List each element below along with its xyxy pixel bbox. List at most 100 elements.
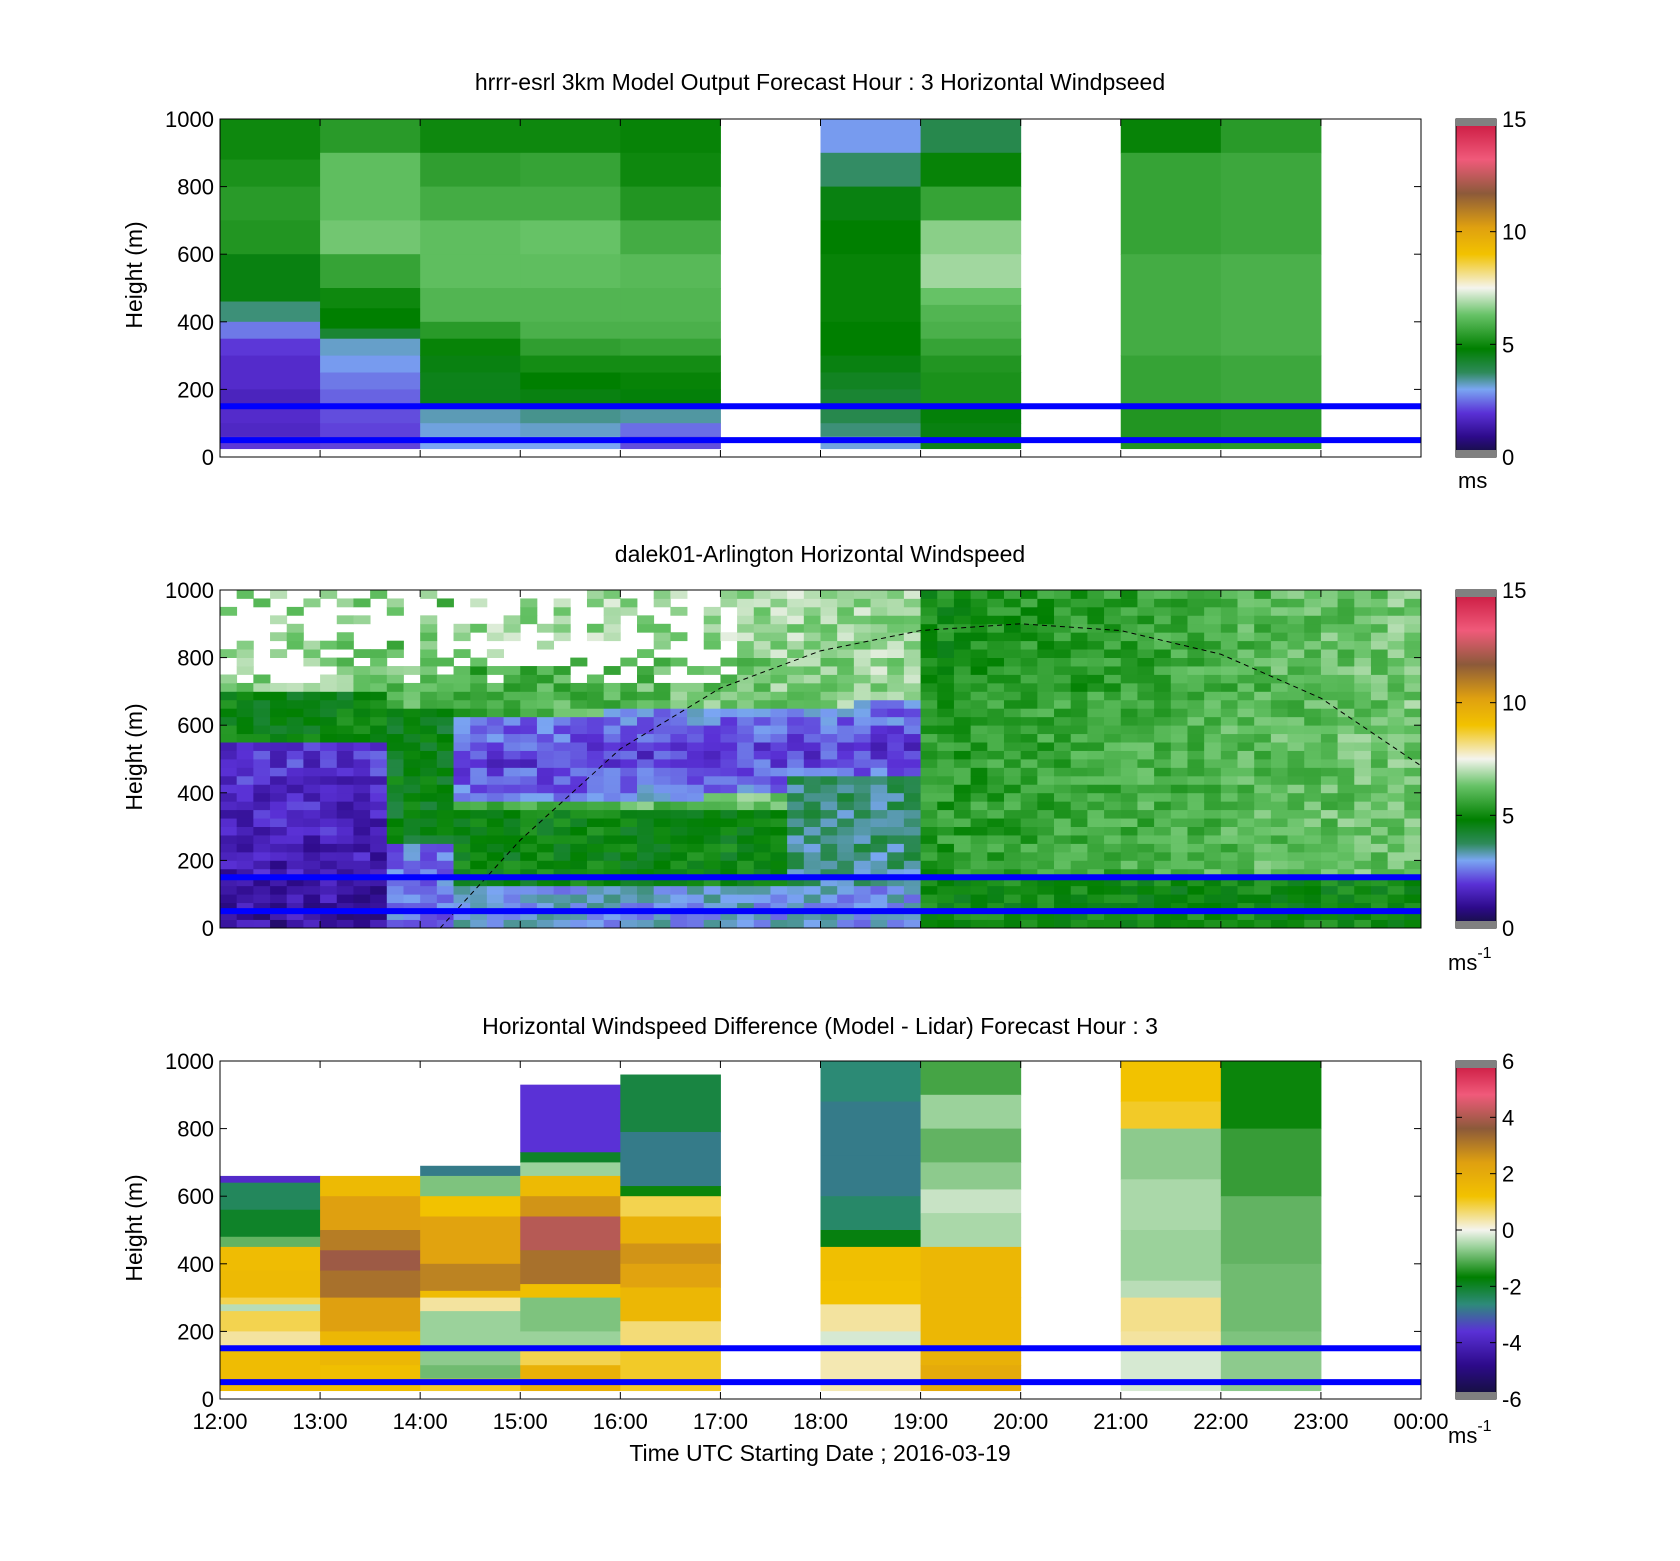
heatmap-cell bbox=[1137, 775, 1155, 785]
heatmap-cell bbox=[1187, 868, 1205, 878]
heatmap-cell bbox=[320, 759, 338, 768]
heatmap-cell bbox=[1270, 835, 1288, 844]
heatmap-cell bbox=[703, 742, 721, 751]
heatmap-cell bbox=[1020, 590, 1038, 599]
heatmap-cell bbox=[1137, 606, 1155, 616]
heatmap-cell bbox=[853, 742, 871, 751]
heatmap-cell bbox=[1070, 649, 1088, 658]
heatmap-cell bbox=[353, 885, 371, 895]
colorbar-underflow-cap bbox=[1456, 921, 1496, 928]
heatmap-cell bbox=[436, 784, 454, 794]
heatmap-cell bbox=[353, 691, 371, 701]
heatmap-cell bbox=[453, 818, 471, 827]
heatmap-cell bbox=[1170, 894, 1188, 904]
heatmap-cell bbox=[753, 598, 771, 608]
heatmap-cell bbox=[670, 691, 688, 701]
heatmap-cell bbox=[586, 877, 605, 887]
heatmap-cell bbox=[937, 809, 955, 819]
heatmap-cell bbox=[637, 733, 655, 743]
heatmap-cell bbox=[1320, 902, 1338, 912]
heatmap-cell bbox=[1170, 818, 1188, 827]
y-tick-label: 600 bbox=[177, 713, 214, 738]
heatmap-cell bbox=[1070, 750, 1088, 760]
heatmap-cell bbox=[970, 750, 988, 760]
heatmap-cell bbox=[1404, 860, 1422, 870]
heatmap-cell bbox=[1287, 623, 1305, 633]
heatmap-cell bbox=[937, 868, 955, 878]
heatmap-cell bbox=[353, 835, 371, 844]
heatmap-cell bbox=[436, 759, 454, 768]
heatmap-cell bbox=[520, 818, 538, 827]
heatmap-cell bbox=[370, 911, 388, 920]
heatmap-cell bbox=[1087, 894, 1105, 904]
heatmap-cell bbox=[1304, 725, 1322, 735]
heatmap-cell bbox=[403, 784, 421, 794]
heatmap-cell bbox=[570, 818, 588, 827]
colorbar-tick-label: 15 bbox=[1502, 107, 1526, 132]
heatmap-cell bbox=[370, 699, 388, 709]
heatmap-cell bbox=[1370, 666, 1389, 675]
heatmap-cell bbox=[853, 632, 871, 642]
heatmap-cell bbox=[1254, 818, 1272, 827]
heatmap-cell bbox=[1020, 598, 1038, 608]
heatmap-cell bbox=[320, 406, 421, 424]
heatmap-cell bbox=[1003, 784, 1022, 794]
heatmap-cell bbox=[920, 338, 1022, 357]
heatmap-cell bbox=[1287, 598, 1305, 608]
heatmap-cell bbox=[320, 389, 421, 407]
heatmap-cell bbox=[303, 750, 321, 760]
heatmap-cell bbox=[1187, 733, 1205, 743]
heatmap-cell bbox=[803, 792, 821, 802]
heatmap-cell bbox=[903, 716, 921, 726]
heatmap-cell bbox=[586, 682, 605, 692]
heatmap-cell bbox=[553, 885, 571, 895]
heatmap-cell bbox=[1387, 801, 1405, 811]
heatmap-cell bbox=[920, 632, 938, 642]
heatmap-cell bbox=[987, 835, 1005, 844]
heatmap-cell bbox=[453, 860, 471, 870]
heatmap-cell bbox=[1270, 868, 1288, 878]
heatmap-cell bbox=[870, 682, 888, 692]
heatmap-cell bbox=[470, 902, 488, 912]
heatmap-cell bbox=[220, 406, 321, 424]
heatmap-cell bbox=[1337, 826, 1355, 836]
heatmap-cell bbox=[320, 716, 338, 726]
heatmap-cell bbox=[970, 590, 988, 599]
heatmap-cell bbox=[253, 851, 271, 861]
heatmap-cell bbox=[1104, 775, 1122, 785]
y-tick-label: 1000 bbox=[165, 107, 214, 132]
heatmap-cell bbox=[1237, 733, 1255, 743]
heatmap-cell bbox=[770, 851, 788, 861]
heatmap-cell bbox=[253, 725, 271, 735]
heatmap-cell bbox=[1154, 868, 1172, 878]
heatmap-cell bbox=[420, 801, 438, 811]
heatmap-cell bbox=[420, 1365, 521, 1380]
heatmap-cell bbox=[1387, 860, 1405, 870]
heatmap-cell bbox=[286, 691, 304, 701]
heatmap-cell bbox=[737, 801, 755, 811]
heatmap-cell bbox=[787, 716, 805, 726]
heatmap-cell bbox=[1304, 835, 1322, 844]
heatmap-cell bbox=[1154, 733, 1172, 743]
heatmap-cell bbox=[703, 877, 721, 887]
heatmap-cell bbox=[853, 716, 871, 726]
heatmap-cell bbox=[1387, 682, 1405, 692]
heatmap-cell bbox=[653, 919, 671, 929]
heatmap-cell bbox=[1404, 759, 1422, 768]
heatmap-cell bbox=[1304, 911, 1322, 920]
y-tick-label: 1000 bbox=[165, 578, 214, 603]
heatmap-cell bbox=[1354, 615, 1372, 625]
heatmap-cell bbox=[1337, 818, 1355, 827]
heatmap-cell bbox=[303, 835, 321, 844]
heatmap-cell bbox=[370, 835, 388, 844]
heatmap-cell bbox=[837, 615, 855, 625]
heatmap-cell bbox=[687, 877, 705, 887]
heatmap-cell bbox=[887, 911, 905, 920]
colorbar-tick-label: -6 bbox=[1502, 1387, 1522, 1412]
heatmap-cell bbox=[803, 742, 821, 751]
heatmap-cell bbox=[870, 598, 888, 608]
heatmap-cell bbox=[436, 843, 454, 853]
heatmap-cell bbox=[820, 606, 838, 616]
heatmap-cell bbox=[270, 894, 288, 904]
heatmap-cell bbox=[220, 775, 238, 785]
